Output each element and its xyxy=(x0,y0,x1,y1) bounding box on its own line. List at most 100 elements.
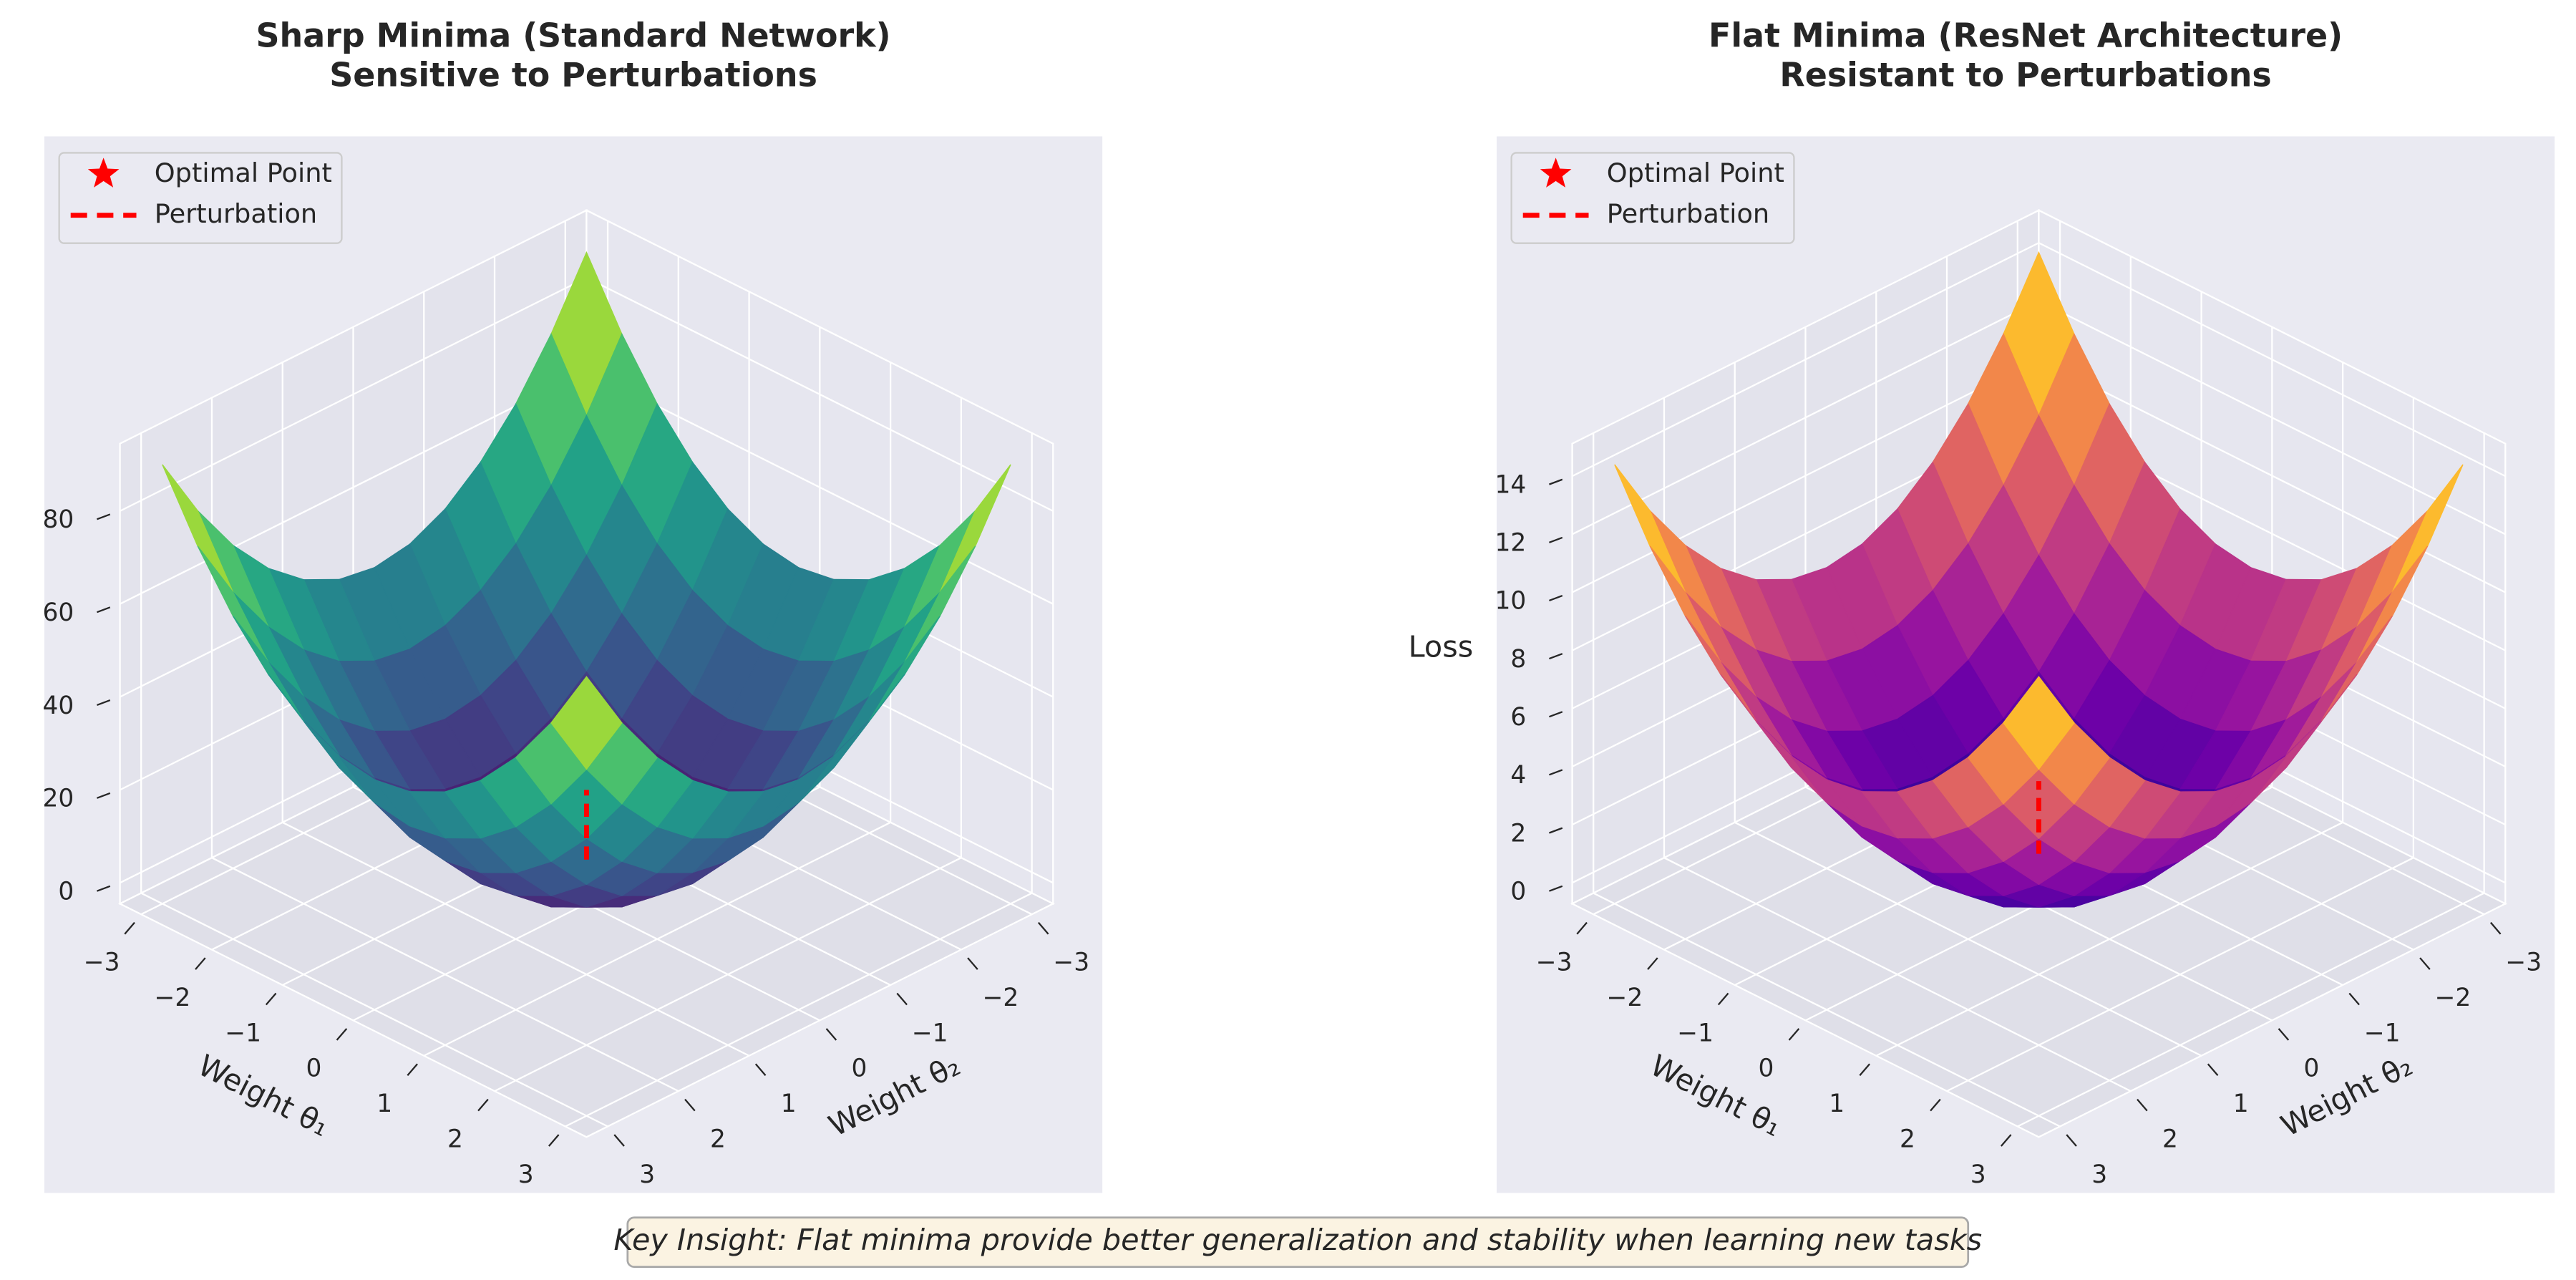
surface-facet xyxy=(2003,676,2075,770)
tick-mark xyxy=(1788,1028,1800,1041)
y-tick-label: 0 xyxy=(2303,1054,2319,1083)
y-tick-label: −2 xyxy=(983,984,1019,1012)
grid-line xyxy=(1572,300,2039,535)
x-tick-label: 1 xyxy=(1829,1090,1844,1118)
tick-mark xyxy=(195,957,206,970)
legend-label: Perturbation xyxy=(155,198,317,229)
tick-mark xyxy=(1549,885,1563,892)
x-tick-label: 1 xyxy=(376,1090,392,1118)
legend-label: Perturbation xyxy=(1607,198,1769,229)
tick-mark xyxy=(336,1028,348,1041)
y-tick-label: 1 xyxy=(781,1090,797,1118)
grid-line xyxy=(282,821,750,1057)
grid-line xyxy=(1663,857,2132,1092)
z-tick-label: 4 xyxy=(1510,761,1526,790)
grid-line xyxy=(211,857,679,1092)
tick-mark xyxy=(124,921,135,935)
x-tick-label: 2 xyxy=(447,1125,463,1153)
legend-box xyxy=(1510,152,1795,244)
z-axis-label: Loss xyxy=(1409,630,1474,664)
legend-box xyxy=(58,152,343,244)
z-tick-label: 0 xyxy=(58,877,74,906)
grid-line xyxy=(2038,242,2506,477)
y-tick-label: −1 xyxy=(912,1019,948,1047)
tick-mark xyxy=(97,699,111,707)
tick-mark xyxy=(1549,594,1563,602)
footer-text: Key Insight: Flat minima provide better … xyxy=(613,1223,1982,1257)
tick-mark xyxy=(684,1098,696,1112)
tick-mark xyxy=(2207,1063,2219,1077)
y-tick-label: 0 xyxy=(851,1054,867,1083)
y-tick-label: 2 xyxy=(710,1125,726,1153)
grid-line xyxy=(1572,242,2039,477)
tick-mark xyxy=(97,885,111,892)
chart-panel: Flat Minima (ResNet Architecture)Resista… xyxy=(1409,16,2555,1193)
tick-mark xyxy=(1717,992,1729,1006)
tick-mark xyxy=(1576,921,1588,935)
y-tick-label: 3 xyxy=(2091,1160,2107,1189)
tick-mark xyxy=(2348,992,2360,1006)
grid-line xyxy=(120,276,587,512)
tick-mark xyxy=(1647,957,1658,970)
z-tick-label: 12 xyxy=(1495,529,1527,558)
tick-mark xyxy=(825,1028,837,1041)
tick-mark xyxy=(477,1098,489,1112)
z-tick-label: 20 xyxy=(43,785,74,813)
tick-mark xyxy=(2278,1028,2290,1041)
chart-title: Resistant to Perturbations xyxy=(1779,55,2271,94)
x-tick-label: 3 xyxy=(518,1160,534,1189)
z-tick-label: 80 xyxy=(43,505,74,534)
tick-mark xyxy=(754,1063,767,1077)
tick-mark xyxy=(896,992,908,1006)
tick-mark xyxy=(1549,478,1563,485)
x-tick-label: −2 xyxy=(1607,984,1643,1012)
y-tick-label: 3 xyxy=(639,1160,655,1189)
legend-marker xyxy=(1540,157,1572,188)
tick-mark xyxy=(97,513,111,520)
z-tick-label: 2 xyxy=(1510,819,1526,848)
z-tick-label: 60 xyxy=(43,598,74,627)
z-tick-label: 0 xyxy=(1510,877,1526,906)
tick-mark xyxy=(548,1134,560,1147)
tick-mark xyxy=(2137,1098,2148,1112)
x-tick-label: 0 xyxy=(1758,1054,1774,1083)
legend-label: Optimal Point xyxy=(1607,157,1784,188)
y-tick-label: −2 xyxy=(2435,984,2471,1012)
tick-mark xyxy=(967,957,978,970)
tick-mark xyxy=(97,606,111,614)
x-tick-label: −3 xyxy=(84,949,120,977)
surface-facet xyxy=(550,676,623,770)
y-tick-label: 2 xyxy=(2162,1125,2178,1153)
z-tick-label: 14 xyxy=(1495,470,1527,499)
tick-mark xyxy=(1859,1063,1870,1077)
grid-line xyxy=(120,369,587,605)
z-tick-label: 6 xyxy=(1510,703,1526,732)
x-tick-label: −2 xyxy=(155,984,191,1012)
tick-mark xyxy=(2419,957,2431,970)
tick-mark xyxy=(1037,921,1049,935)
chart-title: Sharp Minima (Standard Network) xyxy=(256,16,891,54)
grid-line xyxy=(2038,358,2506,593)
y-tick-label: −3 xyxy=(2505,949,2542,977)
tick-mark xyxy=(265,992,277,1006)
grid-line xyxy=(585,369,1054,605)
tick-mark xyxy=(1930,1098,1941,1112)
x-tick-label: −1 xyxy=(1677,1019,1714,1047)
tick-mark xyxy=(1549,653,1563,660)
footer-box xyxy=(626,1216,1970,1269)
z-tick-label: 8 xyxy=(1510,645,1526,674)
chart-title: Flat Minima (ResNet Architecture) xyxy=(1709,16,2343,54)
grid-line xyxy=(585,276,1054,512)
chart-title: Sensitive to Perturbations xyxy=(329,55,817,94)
legend-label: Optimal Point xyxy=(155,157,332,188)
tick-mark xyxy=(2066,1134,2077,1147)
x-tick-label: 2 xyxy=(1900,1125,1915,1153)
y-tick-label: −1 xyxy=(2364,1019,2401,1047)
z-tick-label: 40 xyxy=(43,692,74,720)
x-tick-label: −1 xyxy=(225,1019,261,1047)
x-tick-label: 0 xyxy=(306,1054,321,1083)
tick-mark xyxy=(613,1134,625,1147)
grid-line xyxy=(1572,358,2039,593)
